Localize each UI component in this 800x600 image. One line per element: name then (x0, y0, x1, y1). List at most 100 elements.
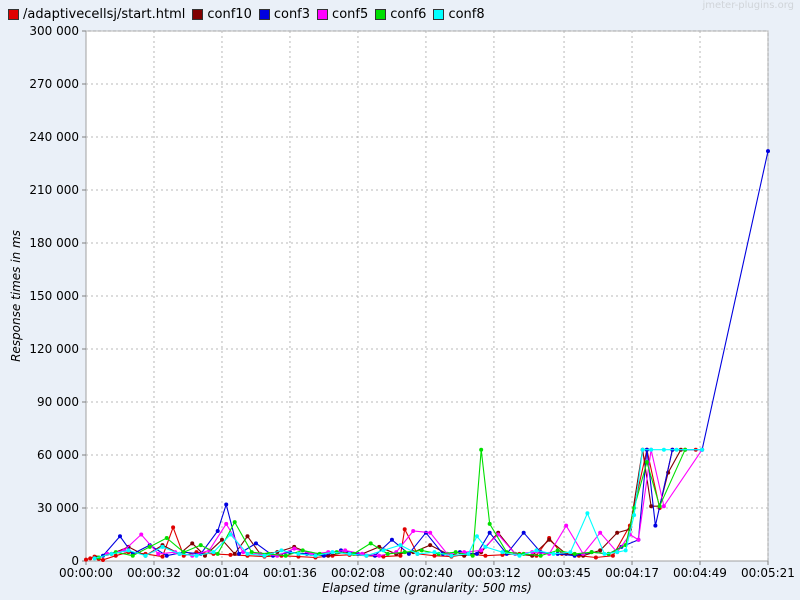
legend-swatch (192, 8, 204, 20)
data-point (262, 553, 267, 558)
data-point (649, 504, 654, 509)
y-tick-label: 240 000 (29, 130, 79, 144)
legend-swatch (258, 8, 270, 20)
data-point (147, 544, 152, 549)
data-point (215, 528, 220, 533)
data-point (232, 520, 237, 525)
data-point (398, 553, 403, 558)
series-line-conf5 (107, 449, 703, 557)
data-point (92, 556, 97, 561)
data-point (164, 553, 169, 558)
x-tick-label: 00:03:45 (537, 566, 591, 580)
data-point (517, 553, 522, 558)
legend-label: conf5 (332, 6, 369, 22)
data-point (249, 550, 254, 555)
legend-item: conf5 (317, 7, 368, 22)
data-point (406, 551, 411, 556)
data-point (602, 551, 607, 556)
legend-label: /adaptivecellsj/start.html (23, 6, 186, 22)
data-point (653, 523, 658, 528)
data-point (245, 534, 250, 539)
data-point (88, 556, 93, 561)
data-point (296, 551, 301, 556)
x-tick-label: 00:02:40 (399, 566, 453, 580)
data-point (190, 541, 195, 546)
data-point (661, 504, 666, 509)
y-tick-label: 150 000 (29, 289, 79, 303)
data-point (126, 548, 131, 553)
y-tick-label: 0 (71, 554, 79, 568)
x-tick-label: 00:04:17 (605, 566, 659, 580)
x-tick-label: 00:04:49 (673, 566, 727, 580)
data-point (636, 537, 641, 542)
data-point (453, 550, 458, 555)
data-point (130, 553, 135, 558)
data-point (381, 548, 386, 553)
legend-label: conf6 (390, 6, 427, 22)
data-point (177, 551, 182, 556)
data-point (615, 550, 620, 555)
data-point (364, 553, 369, 558)
series-line-conf8 (94, 449, 703, 559)
data-point (640, 447, 645, 452)
legend-item: conf8 (433, 6, 485, 22)
data-point (398, 543, 403, 548)
data-point (389, 537, 394, 542)
data-point (113, 553, 118, 558)
data-point (368, 541, 373, 546)
data-point (330, 550, 335, 555)
data-point (551, 551, 556, 556)
data-point (279, 548, 284, 553)
data-point (283, 553, 288, 558)
data-point (117, 534, 122, 539)
data-point (219, 537, 224, 542)
data-point (377, 553, 382, 558)
y-tick-label: 120 000 (29, 342, 79, 356)
legend-item: conf3 (258, 6, 311, 22)
x-axis-title: Elapsed time (granularity: 500 ms) (322, 581, 532, 595)
data-point (139, 532, 144, 537)
y-tick-label: 300 000 (29, 24, 79, 38)
y-tick-label: 270 000 (29, 77, 79, 91)
data-point (402, 527, 407, 532)
data-point (100, 557, 105, 562)
data-point (84, 557, 88, 562)
data-point (292, 546, 297, 551)
data-point (470, 553, 475, 558)
data-point (194, 553, 199, 558)
data-point (547, 537, 552, 542)
data-point (521, 530, 526, 535)
data-point (411, 528, 416, 533)
data-point (215, 551, 220, 556)
data-point (156, 551, 161, 556)
legend-label: conf3 (273, 6, 311, 22)
data-point (500, 550, 505, 555)
x-tick-label: 00:01:04 (195, 566, 249, 580)
data-point (428, 530, 433, 535)
legend-label: conf8 (448, 6, 485, 22)
legend-swatch (317, 8, 329, 20)
data-point (224, 521, 229, 526)
data-point (657, 504, 662, 509)
data-point (198, 543, 203, 548)
x-tick-label: 00:05:21 (741, 566, 795, 580)
data-point (241, 550, 246, 555)
data-point (589, 550, 594, 555)
data-point (474, 551, 479, 556)
data-point (483, 544, 488, 549)
legend: /adaptivecellsj/start.html conf10 conf3 con… (8, 5, 492, 23)
data-point (700, 447, 705, 452)
data-point (109, 551, 114, 556)
y-tick-label: 90 000 (37, 395, 79, 409)
data-point (487, 530, 492, 535)
legend-label: conf10 (207, 6, 252, 22)
legend-item: /adaptivecellsj/start.html (8, 7, 185, 22)
data-point (171, 525, 176, 530)
data-point (598, 548, 603, 553)
data-point (623, 548, 628, 553)
data-point (432, 553, 437, 558)
data-point (232, 551, 237, 556)
legend-swatch (8, 8, 19, 20)
